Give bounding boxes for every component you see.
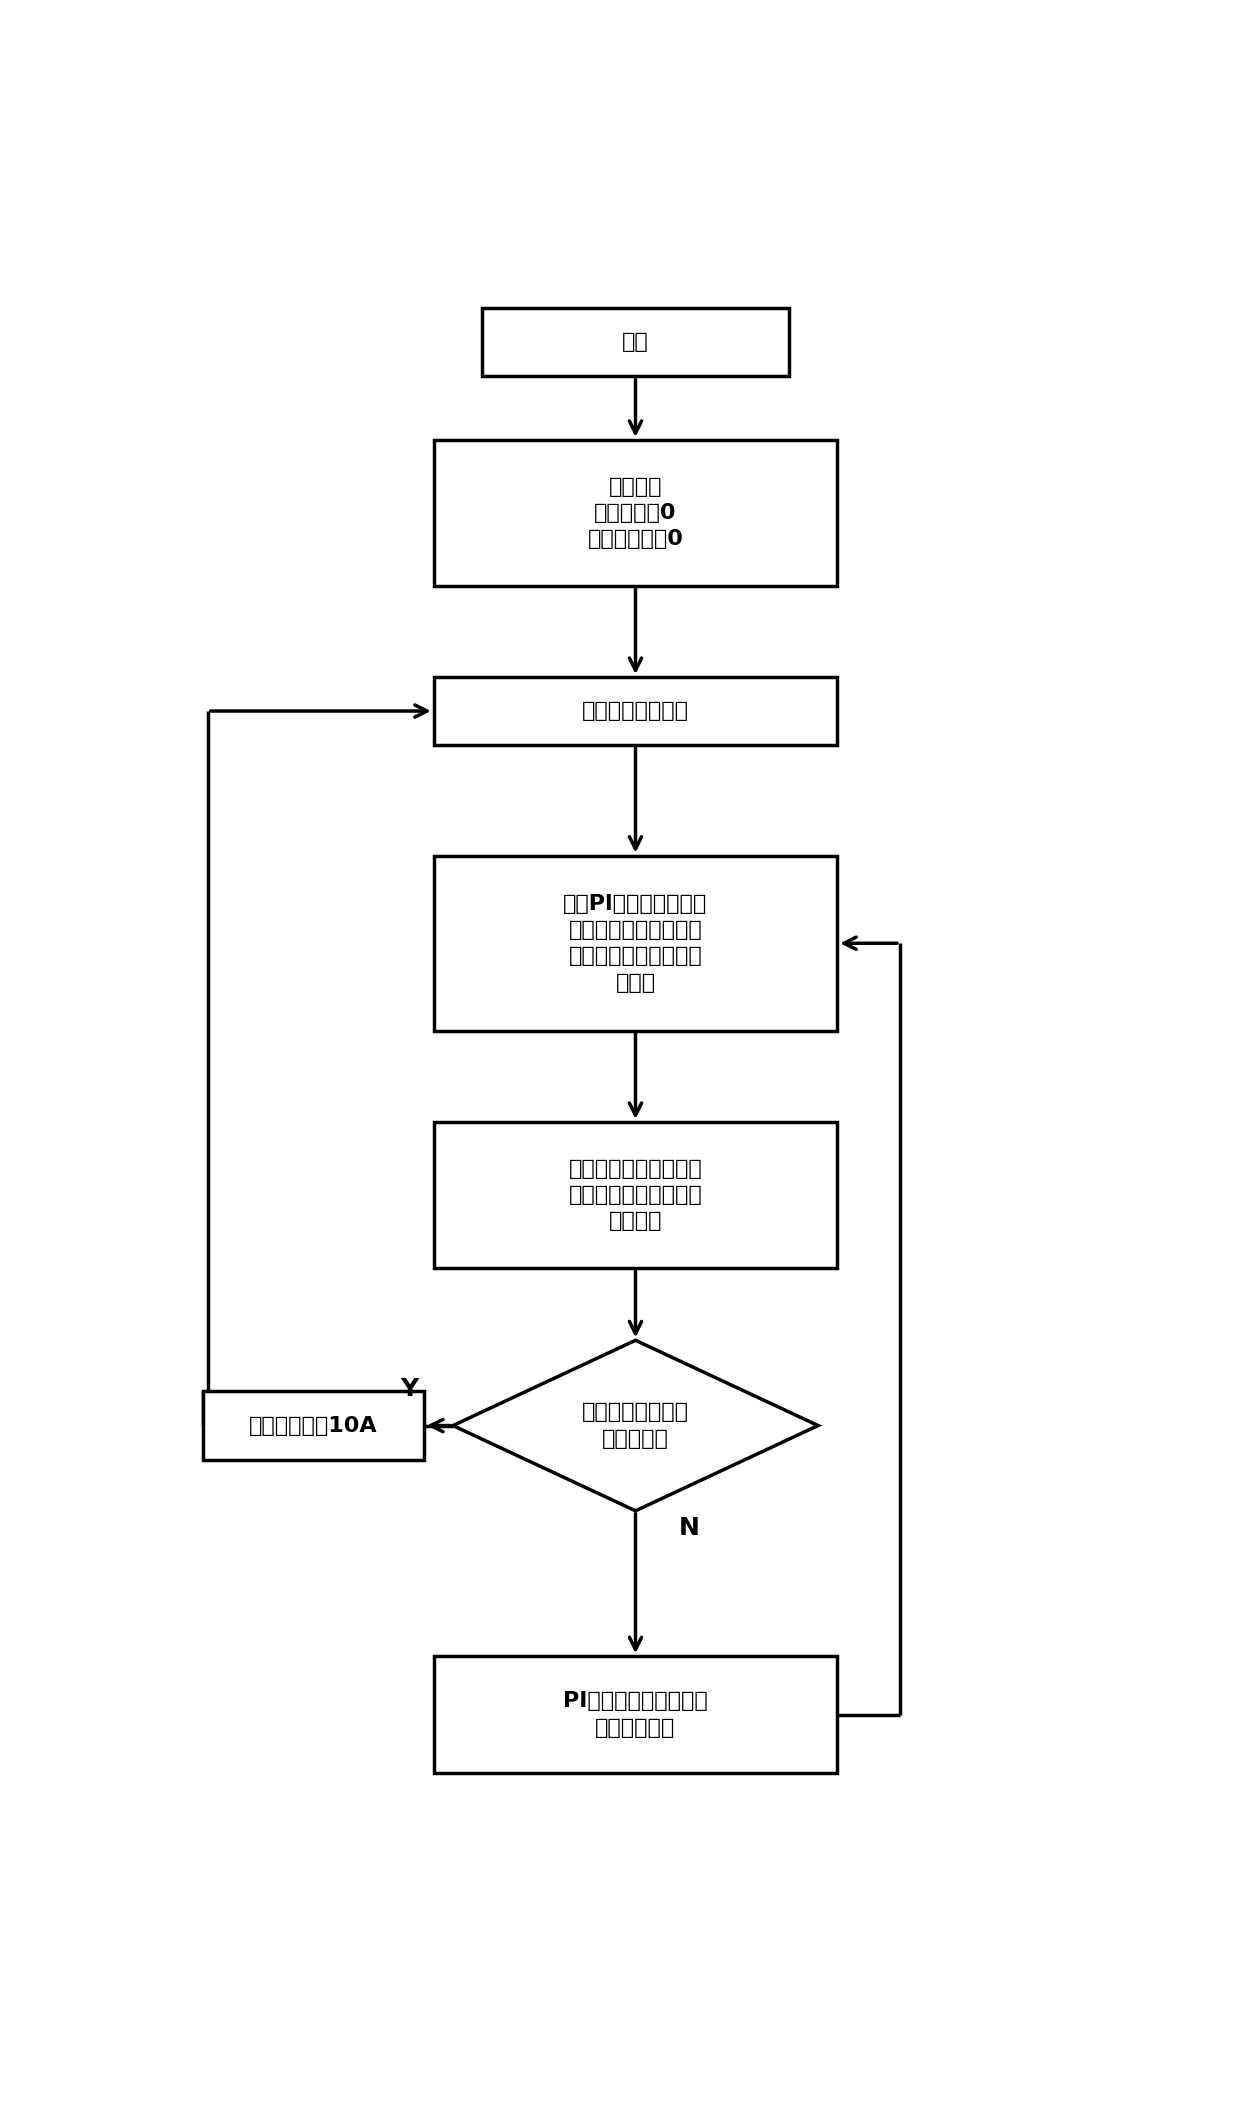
FancyBboxPatch shape: [203, 1392, 424, 1459]
FancyBboxPatch shape: [434, 677, 837, 744]
Text: 判断导数是否在设
定的范围内: 判断导数是否在设 定的范围内: [582, 1402, 689, 1449]
Text: 初始化：
电流幅值为0
电流角度值为0: 初始化： 电流幅值为0 电流角度值为0: [588, 477, 683, 548]
Text: 根据Pl调节器输出的角
度补偿量与当前电流角
度值相加得到最新电流
角度值: 根据Pl调节器输出的角 度补偿量与当前电流角 度值相加得到最新电流 角度值: [563, 894, 708, 993]
Text: Y: Y: [401, 1377, 419, 1400]
Polygon shape: [453, 1341, 818, 1510]
FancyBboxPatch shape: [434, 1122, 837, 1268]
FancyBboxPatch shape: [434, 856, 837, 1031]
Text: 更新当前电流幅值: 更新当前电流幅值: [582, 700, 689, 721]
Text: 通过扰动观测法计算出
当前转矩对当前电流角
度的导数: 通过扰动观测法计算出 当前转矩对当前电流角 度的导数: [569, 1158, 702, 1232]
Text: 电流幅值增加10A: 电流幅值增加10A: [249, 1415, 378, 1436]
Text: 开始: 开始: [622, 333, 649, 352]
Text: PI调节器根据导数计算
出角度补偿量: PI调节器根据导数计算 出角度补偿量: [563, 1691, 708, 1738]
FancyBboxPatch shape: [434, 441, 837, 586]
Text: N: N: [678, 1516, 699, 1540]
FancyBboxPatch shape: [434, 1656, 837, 1774]
FancyBboxPatch shape: [481, 308, 789, 378]
